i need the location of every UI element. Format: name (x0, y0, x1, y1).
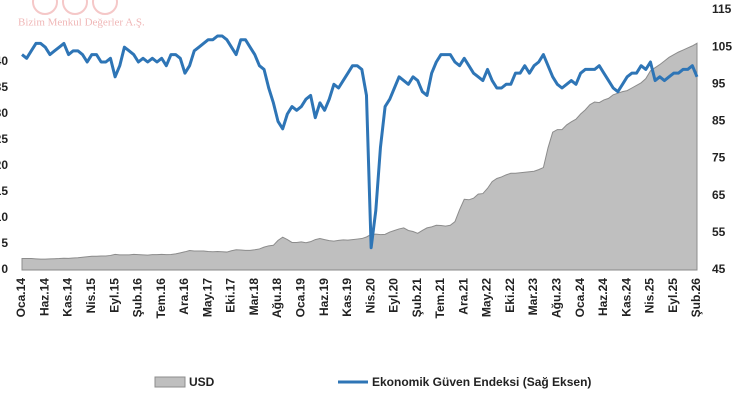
x-tick-label: Haz.19 (317, 278, 331, 316)
x-tick-label: Eyl.25 (666, 278, 680, 313)
watermark: Bizim Menkul Değerler A.Ş. (18, 17, 145, 29)
y2-tick-label: 55 (712, 225, 726, 239)
x-tick-label: Ara.21 (456, 278, 470, 315)
y2-tick-label: 75 (712, 151, 726, 165)
y2-tick-label: 45 (712, 262, 726, 276)
y2-tick-label: 65 (712, 188, 726, 202)
y-tick-label: 25 (0, 132, 8, 146)
y-tick-label: 5 (1, 236, 8, 250)
x-tick-label: Kas.19 (340, 278, 354, 317)
y2-tick-label: 95 (712, 76, 726, 90)
x-tick-label: Şub.26 (689, 278, 703, 318)
x-tick-label: Nis.20 (363, 278, 377, 314)
y-tick-label: 20 (0, 158, 8, 172)
y-tick-label: 40 (0, 54, 8, 68)
y-tick-label: 15 (0, 184, 8, 198)
x-tick-label: Mar.18 (247, 278, 261, 316)
y-tick-label: 10 (0, 210, 8, 224)
legend-swatch (154, 376, 186, 388)
x-tick-label: Oca.24 (573, 278, 587, 318)
x-tick-label: Haz.24 (596, 278, 610, 316)
x-tick-label: May.17 (200, 278, 214, 317)
legend-label: USD (189, 375, 215, 389)
confidence-line (21, 34, 699, 250)
x-tick-label: Tem.16 (154, 278, 168, 319)
x-tick-label: Nis.25 (643, 278, 657, 314)
x-tick-label: Eki.17 (224, 278, 238, 313)
legend-label: Ekonomik Güven Endeksi (Sağ Eksen) (372, 375, 591, 389)
y-tick-label: 0 (1, 262, 8, 276)
logo-ring (32, 0, 58, 15)
x-tick-label: May.22 (480, 278, 494, 317)
y2-tick-label: 105 (712, 39, 732, 53)
x-tick-label: Ağu.23 (550, 278, 564, 318)
x-tick-label: Haz.14 (37, 278, 51, 316)
x-tick-label: Eki.22 (503, 278, 517, 313)
y-tick-label: 30 (0, 106, 8, 120)
x-tick-label: Şub.16 (131, 278, 145, 318)
x-tick-label: Tem.21 (433, 278, 447, 319)
logo-ring (92, 0, 118, 15)
y2-tick-label: 115 (712, 2, 732, 16)
usd-area (21, 42, 698, 271)
x-tick-label: Nis.15 (84, 278, 98, 314)
x-tick-label: Ara.16 (177, 278, 191, 315)
x-tick-label: Eyl.20 (387, 278, 401, 313)
x-tick-label: Şub.21 (410, 278, 424, 318)
x-tick-label: Eyl.15 (107, 278, 121, 313)
y-tick-label: 35 (0, 80, 8, 94)
x-tick-label: Oca.19 (293, 278, 307, 318)
x-tick-label: Kas.14 (61, 278, 75, 317)
y2-tick-label: 85 (712, 114, 726, 128)
x-tick-label: Oca.14 (14, 278, 28, 318)
logo-ring (62, 0, 88, 15)
x-tick-label: Ağu.18 (270, 278, 284, 318)
x-tick-label: Kas.24 (619, 278, 633, 317)
x-tick-label: Mar.23 (526, 278, 540, 316)
